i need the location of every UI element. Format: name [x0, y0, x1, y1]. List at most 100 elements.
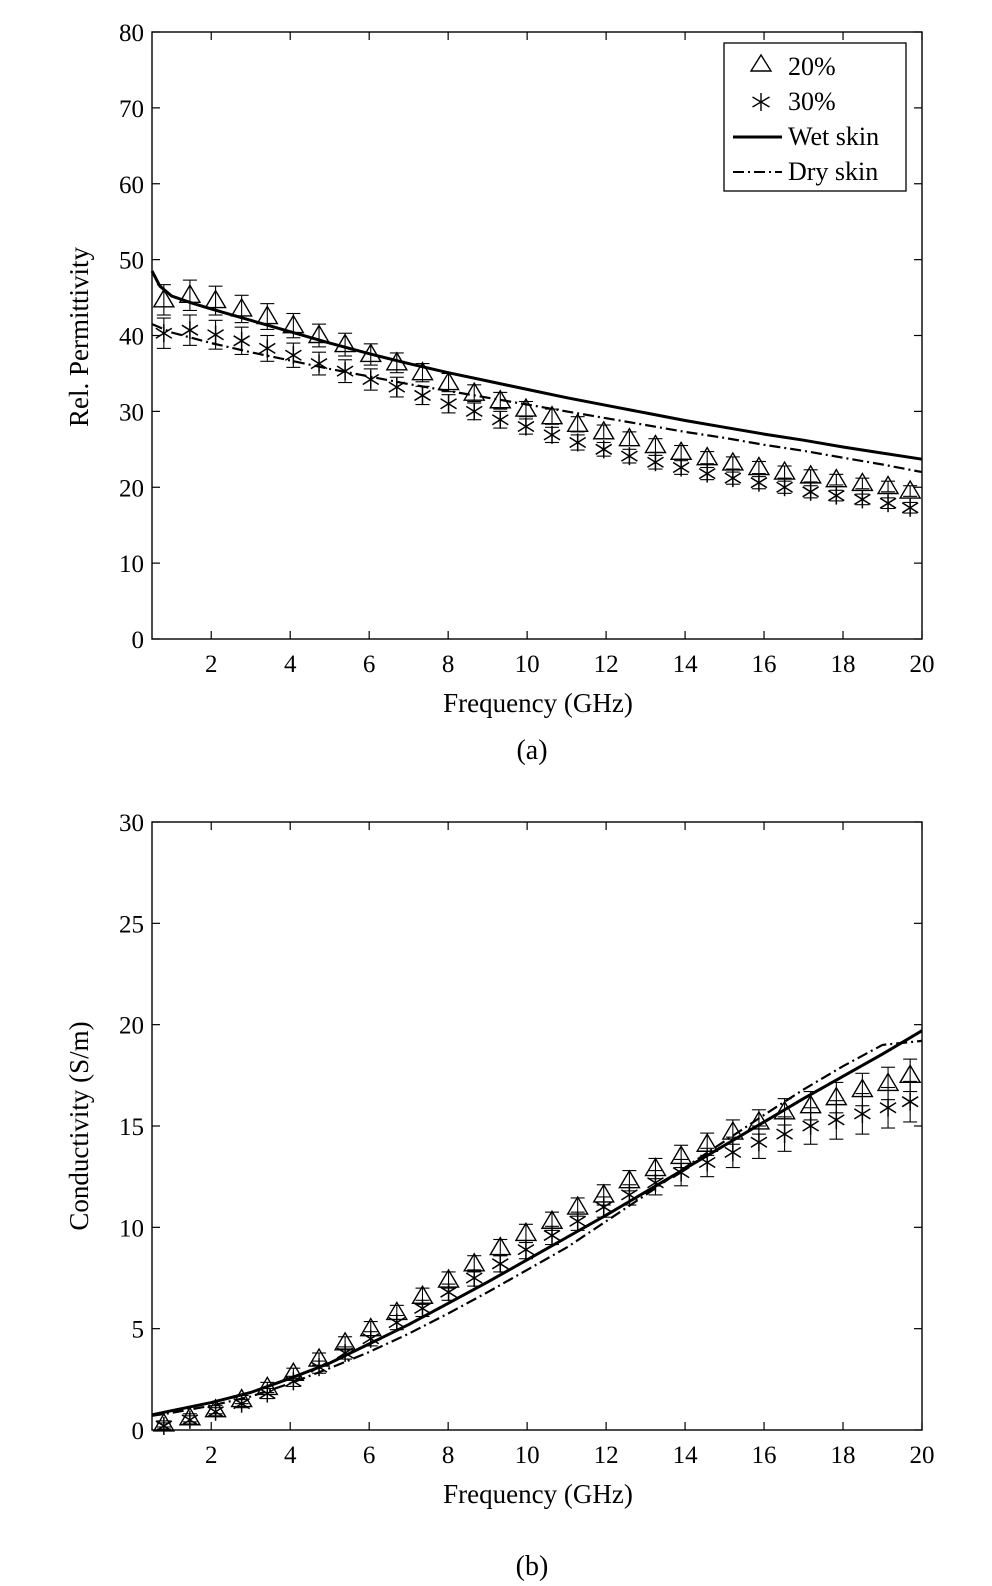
permittivity-20pct-point: [540, 405, 564, 425]
conductivity-30pct-point: [491, 1254, 509, 1273]
permittivity-20pct-point: [152, 288, 176, 308]
permittivity-chart: 2 4 6 8 10 12 14 16 18 20 0 10 20 30 40 50 60 70 80: [119, 20, 935, 678]
permittivity-20pct-errorbar: [700, 451, 715, 465]
conductivity-30pct-point: [440, 1283, 457, 1302]
conductivity-30pct-point: [595, 1198, 613, 1217]
conductivity-x-tick-label: 12: [594, 1442, 619, 1469]
permittivity-30pct-point: [672, 458, 690, 477]
permittivity-caption: (a): [516, 735, 547, 766]
conductivity-30pct-point: [517, 1240, 535, 1259]
permittivity-20pct-errorbar: [725, 456, 740, 470]
permittivity-30pct-point: [724, 469, 742, 488]
permittivity-30pct-point: [827, 486, 845, 505]
permittivity-30pct-point: [207, 325, 224, 344]
conductivity-30pct-point: [155, 1416, 173, 1435]
conductivity-wet-skin-line: [151, 1029, 923, 1417]
legend-label-dry-skin: Dry skin: [788, 157, 878, 186]
permittivity-30pct-point: [284, 346, 302, 365]
permittivity-30pct-point: [465, 402, 483, 421]
conductivity-y-tick-label: 20: [119, 1013, 144, 1040]
conductivity-x-tick-label: 6: [363, 1442, 376, 1469]
permittivity-20pct-errorbar: [467, 384, 482, 403]
conductivity-30pct-point: [724, 1143, 742, 1162]
permittivity-20pct-errorbar: [903, 485, 918, 497]
legend-label-30: 30%: [788, 87, 836, 116]
permittivity-30pct-point: [181, 321, 199, 340]
conductivity-30pct-point: [336, 1343, 354, 1362]
permittivity-20pct-errorbar: [751, 460, 766, 475]
permittivity-y-tick-label: 20: [119, 475, 144, 502]
permittivity-x-tick-label: 2: [205, 651, 218, 678]
legend-box: [723, 42, 907, 192]
permittivity-x-tick-label: 4: [284, 651, 297, 678]
permittivity-20pct-point: [307, 324, 331, 344]
conductivity-30pct-point: [802, 1117, 820, 1135]
permittivity-y-tick-label: 40: [119, 324, 144, 351]
permittivity-30pct-point: [853, 490, 871, 509]
conductivity-30pct-point: [543, 1226, 561, 1245]
conductivity-ylabel: Conductivity (S/m): [64, 1021, 94, 1230]
conductivity-20pct-point: [489, 1236, 512, 1256]
permittivity-30pct-point: [595, 440, 613, 459]
permittivity-20pct-errorbar: [881, 480, 896, 493]
permittivity-y-tick-label: 70: [119, 96, 144, 123]
conductivity-chart: 2 4 6 8 10 12 14 16 18 20 0 5 10 15 20 25 30: [119, 810, 935, 1469]
permittivity-20pct-point: [876, 475, 900, 495]
permittivity-y-tick-label: 0: [132, 627, 145, 654]
conductivity-30pct-point: [414, 1299, 431, 1318]
conductivity-30pct-point: [750, 1133, 768, 1152]
permittivity-30pct-point: [879, 494, 897, 513]
permittivity-xlabel: Frequency (GHz): [443, 688, 633, 718]
permittivity-20pct-errorbar: [855, 477, 870, 490]
permittivity-30pct-point: [233, 331, 251, 350]
permittivity-30pct-point: [647, 453, 664, 472]
permittivity-x-tick-label: 12: [594, 651, 619, 678]
permittivity-x-tick-label: 6: [363, 651, 376, 678]
permittivity-30pct-point: [414, 386, 431, 405]
conductivity-x-tick-label: 2: [205, 1442, 218, 1469]
conductivity-30pct-point: [465, 1269, 483, 1287]
permittivity-y-tick-label: 60: [119, 172, 144, 199]
conductivity-30pct-point: [388, 1313, 406, 1332]
conductivity-xlabel: Frequency (GHz): [443, 1479, 633, 1509]
conductivity-30pct-point: [827, 1110, 845, 1129]
permittivity-30pct-point: [698, 464, 716, 483]
conductivity-y-tick-label: 10: [119, 1215, 144, 1242]
permittivity-20pct-point: [592, 420, 615, 440]
legend-label-wet-skin: Wet skin: [788, 122, 879, 151]
permittivity-20pct-point: [230, 297, 253, 317]
conductivity-30pct-point: [776, 1125, 793, 1144]
conductivity-x-tick-label: 8: [442, 1442, 455, 1469]
permittivity-20pct-errorbar: [829, 473, 844, 486]
conductivity-30pct-point: [853, 1104, 871, 1123]
permittivity-20pct-errorbar: [777, 465, 792, 479]
conductivity-y-tick-label: 5: [132, 1317, 145, 1344]
conductivity-30pct-point: [879, 1098, 897, 1117]
conductivity-30pct-point: [647, 1173, 664, 1192]
conductivity-x-tick-label: 14: [673, 1442, 699, 1469]
permittivity-30pct-point: [440, 394, 457, 413]
legend-asterisk-marker: [752, 93, 770, 111]
legend-triangle-marker: [749, 53, 773, 72]
legend-label-20: 20%: [788, 52, 836, 81]
permittivity-30pct-point: [750, 473, 768, 492]
conductivity-y-tick-label: 15: [119, 1114, 144, 1141]
permittivity-x-tick-label: 20: [910, 651, 935, 678]
permittivity-ylabel: Rel. Permittivity: [64, 247, 94, 427]
permittivity-30pct-point: [621, 447, 638, 466]
permittivity-y-tick-label: 50: [119, 248, 144, 275]
conductivity-x-tick-label: 18: [831, 1442, 856, 1469]
conductivity-30pct-point: [181, 1410, 199, 1429]
permittivity-x-tick-label: 10: [515, 651, 540, 678]
permittivity-y-tick-label: 10: [119, 551, 144, 578]
permittivity-30pct-point: [802, 482, 820, 501]
permittivity-20pct-point: [333, 333, 357, 353]
permittivity-30pct-point: [901, 498, 919, 517]
permittivity-x-tick-label: 16: [752, 651, 777, 678]
permittivity-x-tick-label: 14: [673, 651, 699, 678]
conductivity-caption: (b): [516, 1551, 549, 1582]
conductivity-x-tick-label: 16: [752, 1442, 777, 1469]
permittivity-30pct-point: [517, 417, 535, 436]
permittivity-x-tick-label: 18: [831, 651, 856, 678]
